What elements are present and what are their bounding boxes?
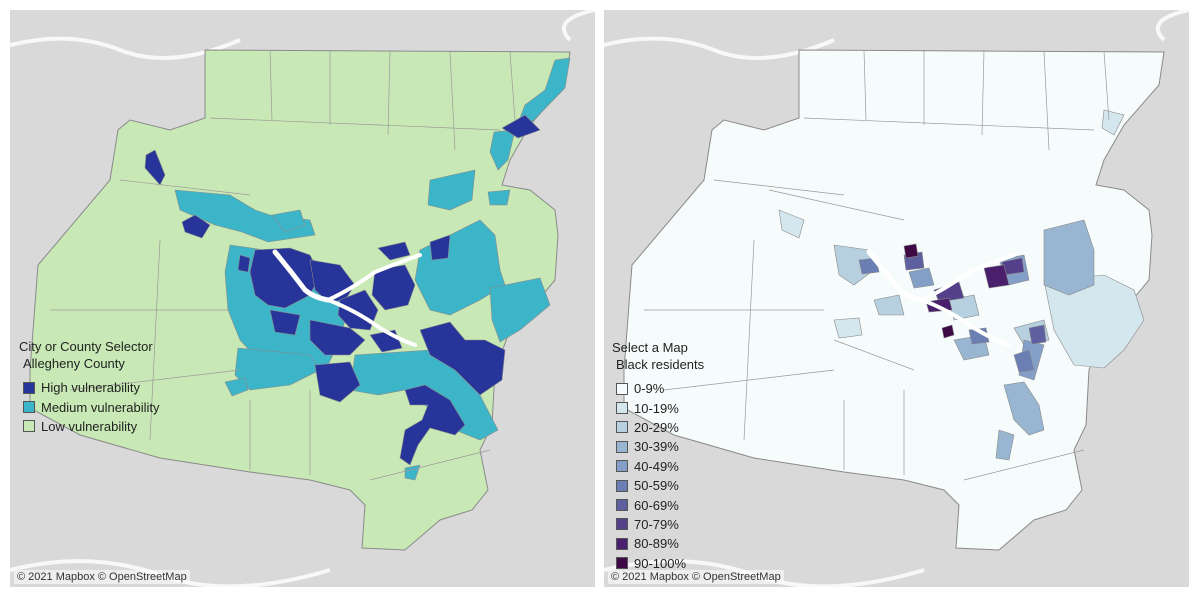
black-residents-map-panel[interactable]: Select a Map Black residents 0-9% 10-19%…	[604, 10, 1189, 587]
river-line	[1156, 10, 1189, 42]
legend-swatch	[23, 381, 35, 394]
vulnerability-map-panel[interactable]: City or County Selector Allegheny County…	[10, 10, 595, 587]
legend-swatch	[616, 479, 628, 492]
legend-item-20-29[interactable]: 20-29%	[616, 418, 704, 437]
legend-item-low[interactable]: Low vulnerability	[23, 417, 160, 436]
legend-item-label: 70-79%	[634, 516, 679, 532]
legend-swatch	[616, 460, 628, 473]
legend-swatch	[616, 421, 628, 434]
tract-50-59	[858, 257, 1035, 373]
legend-swatch	[616, 499, 628, 512]
tract-30-39	[953, 219, 1095, 461]
legend-item-label: 10-19%	[634, 400, 679, 416]
legend-item-high[interactable]: High vulnerability	[23, 378, 160, 397]
legend-item-30-39[interactable]: 30-39%	[616, 437, 704, 456]
legend-item-70-79[interactable]: 70-79%	[616, 515, 704, 534]
legend-item-60-69[interactable]: 60-69%	[616, 495, 704, 514]
legend-swatch	[616, 518, 628, 531]
tract-90-100	[903, 243, 955, 339]
municipal-boundaries	[644, 49, 1110, 481]
municipal-boundaries	[50, 49, 516, 481]
legend-item-label: 40-49%	[634, 458, 679, 474]
rivers	[272, 249, 422, 347]
legend-item-label: 0-9%	[634, 381, 665, 397]
black-residents-legend: Select a Map Black residents 0-9% 10-19%…	[612, 339, 704, 573]
legend-swatch	[616, 440, 628, 453]
tract-10-19	[778, 109, 1145, 369]
legend-item-10-19[interactable]: 10-19%	[616, 398, 704, 417]
legend-swatch	[616, 557, 628, 570]
legend-item-80-89[interactable]: 80-89%	[616, 534, 704, 553]
rivers	[866, 249, 1016, 347]
legend-item-90-100[interactable]: 90-100%	[616, 554, 704, 573]
river-line	[604, 36, 835, 60]
vulnerability-map[interactable]	[10, 10, 595, 587]
legend-item-label: 80-89%	[634, 536, 679, 552]
legend-item-medium[interactable]: Medium vulnerability	[23, 397, 160, 416]
legend-title: Select a Map	[612, 340, 688, 355]
vulnerability-legend: City or County Selector Allegheny County…	[19, 338, 160, 436]
legend-swatch	[616, 537, 628, 550]
legend-item-0-9[interactable]: 0-9%	[616, 379, 704, 398]
legend-subtitle: Allegheny County	[23, 356, 125, 371]
legend-swatch	[23, 420, 35, 433]
legend-item-50-59[interactable]: 50-59%	[616, 476, 704, 495]
legend-swatch	[23, 401, 35, 414]
legend-item-label: 90-100%	[634, 555, 687, 571]
legend-title: City or County Selector	[19, 339, 153, 354]
legend-item-label: High vulnerability	[41, 380, 140, 396]
map-attribution[interactable]: © 2021 Mapbox © OpenStreetMap	[14, 570, 190, 584]
legend-item-40-49[interactable]: 40-49%	[616, 457, 704, 476]
river-line	[10, 36, 241, 60]
legend-item-label: 20-29%	[634, 419, 679, 435]
legend-swatch	[616, 402, 628, 415]
legend-item-label: 30-39%	[634, 439, 679, 455]
legend-item-label: Medium vulnerability	[41, 399, 160, 415]
legend-item-label: 60-69%	[634, 497, 679, 513]
high-vulnerability-regions	[144, 114, 541, 466]
legend-subtitle: Black residents	[616, 357, 705, 372]
river-line	[562, 10, 595, 42]
black-residents-map[interactable]	[604, 10, 1189, 587]
legend-item-label: 50-59%	[634, 478, 679, 494]
legend-swatch	[616, 382, 628, 395]
legend-item-label: Low vulnerability	[41, 418, 138, 434]
map-attribution[interactable]: © 2021 Mapbox © OpenStreetMap	[608, 570, 784, 584]
